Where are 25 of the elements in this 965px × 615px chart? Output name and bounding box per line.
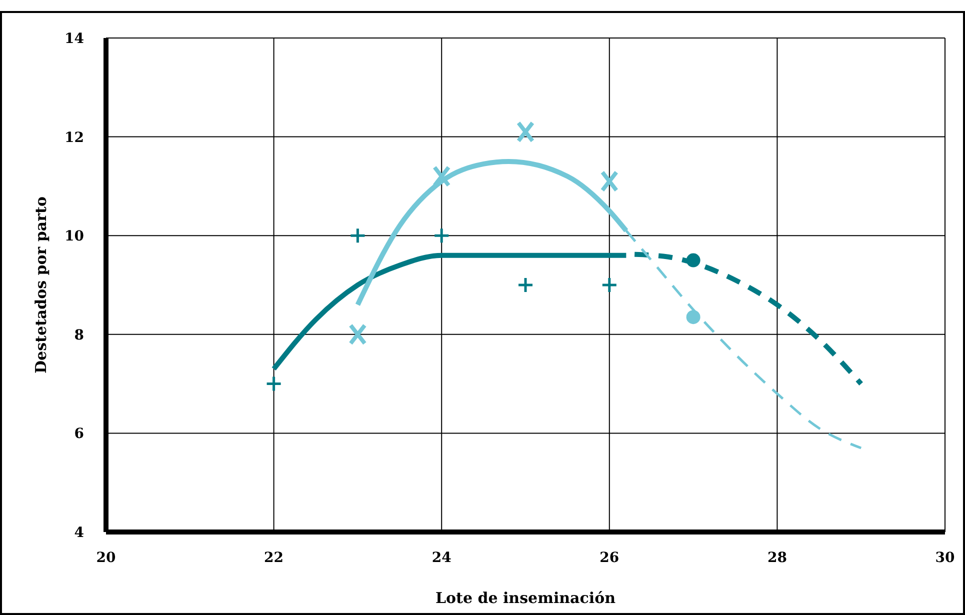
point — [266, 376, 282, 392]
y-tick-label: 10 — [64, 228, 84, 245]
point — [601, 276, 618, 294]
x-tick-label: 20 — [96, 550, 116, 566]
point — [686, 253, 700, 268]
point — [600, 170, 618, 192]
y-tick-label: 8 — [74, 327, 84, 344]
point — [686, 310, 700, 324]
point — [349, 227, 366, 244]
point — [516, 120, 534, 143]
y-axis-title: Destetados por parto — [32, 196, 50, 374]
point — [432, 165, 451, 188]
x-tick-label: 28 — [767, 550, 787, 566]
y-tick-label: 12 — [64, 130, 84, 146]
point — [517, 276, 534, 294]
point — [433, 227, 450, 244]
x-tick-label: 24 — [432, 550, 452, 566]
y-tick-label: 14 — [64, 31, 84, 47]
x-tick-label: 26 — [600, 550, 620, 566]
x-tick-label: 30 — [935, 550, 955, 566]
x-axis-title: Lote de inseminación — [435, 589, 616, 607]
point — [348, 323, 367, 346]
y-tick-label: 4 — [74, 525, 84, 541]
y-tick-label: 6 — [74, 426, 84, 442]
x-tick-label: 22 — [264, 550, 284, 566]
